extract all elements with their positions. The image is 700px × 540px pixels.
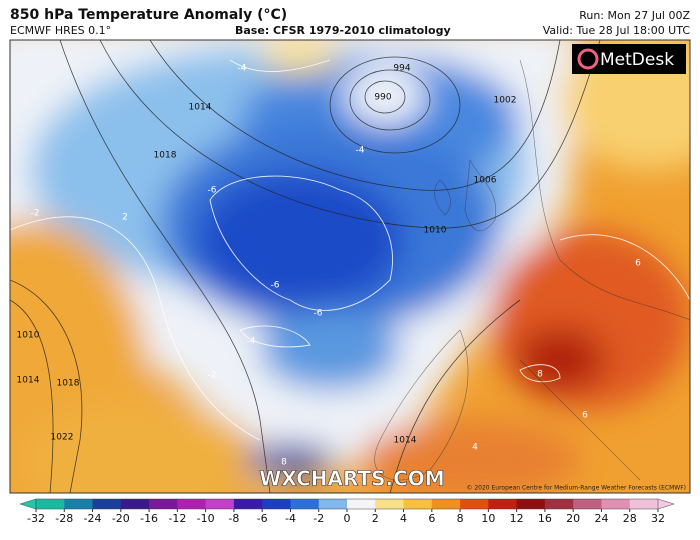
colorbar-tick-label: 8 bbox=[457, 512, 464, 525]
colorbar-segment bbox=[36, 499, 65, 509]
temperature-label: 6 bbox=[635, 259, 641, 269]
colorbar-segment bbox=[347, 499, 376, 509]
isobar-label: 994 bbox=[393, 64, 410, 74]
colorbar-tick-label: 20 bbox=[566, 512, 580, 525]
colorbar-segment bbox=[460, 499, 489, 509]
colorbar-segment bbox=[290, 499, 320, 509]
temperature-label: 2 bbox=[122, 213, 128, 223]
colorbar-tick-label: -20 bbox=[112, 512, 130, 525]
logo-icon bbox=[577, 48, 599, 70]
temperature-label: -2 bbox=[208, 371, 217, 381]
temperature-label: -6 bbox=[314, 309, 323, 319]
colorbar-tick-label: 2 bbox=[372, 512, 379, 525]
chart-title: 850 hPa Temperature Anomaly (°C) bbox=[10, 7, 287, 23]
colorbar-segment bbox=[318, 499, 348, 509]
temperature-label: -6 bbox=[208, 186, 217, 196]
colorbar-tick-label: -12 bbox=[168, 512, 186, 525]
colorbar-segment bbox=[205, 499, 235, 509]
isobar-label: 1006 bbox=[474, 176, 497, 186]
temperature-label: 8 bbox=[537, 370, 543, 380]
temperature-label: -6 bbox=[271, 281, 280, 291]
colorbar-segment bbox=[149, 499, 178, 509]
temperature-label: 6 bbox=[582, 411, 588, 421]
colorbar-tick-label: -8 bbox=[228, 512, 239, 525]
temperature-label: -4 bbox=[356, 146, 365, 156]
map: MetDesk WXCHARTS.COM © 2020 European Cen… bbox=[10, 40, 690, 493]
colorbar-tick-label: 4 bbox=[400, 512, 407, 525]
isobar-label: 1018 bbox=[154, 151, 177, 161]
isobar-label: 1010 bbox=[424, 226, 447, 236]
colorbar-segment bbox=[629, 499, 659, 509]
colorbar-segment bbox=[92, 499, 122, 509]
map-frame bbox=[9, 39, 691, 494]
colorbar-tick-label: 28 bbox=[623, 512, 637, 525]
colorbar-tick-label: -4 bbox=[285, 512, 296, 525]
colorbar-high-end bbox=[657, 498, 675, 510]
colorbar-tick-label: 16 bbox=[538, 512, 552, 525]
copyright: © 2020 European Centre for Medium-Range … bbox=[466, 485, 686, 492]
isobar-label: 990 bbox=[374, 93, 391, 103]
colorbar-low-end bbox=[19, 498, 37, 510]
base-label: Base: CFSR 1979-2010 climatology bbox=[235, 24, 451, 37]
isobar-label: 1022 bbox=[51, 433, 74, 443]
isobar-label: 1014 bbox=[394, 436, 417, 446]
temperature-label: -4 bbox=[238, 64, 247, 74]
colorbar-segment bbox=[64, 499, 94, 509]
model-label: ECMWF HRES 0.1° bbox=[10, 24, 111, 37]
colorbar: -32 -28 -24 -20 -16 -12 -10 -8 -6 -4 -2 0 2 4 6 8 10 12 16… bbox=[19, 498, 675, 525]
colorbar-segment bbox=[544, 499, 574, 509]
isobar-label: 1002 bbox=[494, 96, 517, 106]
colorbar-tick-label: -2 bbox=[313, 512, 324, 525]
temperature-label: 8 bbox=[281, 458, 287, 468]
colorbar-segment bbox=[233, 499, 263, 509]
isobar-label: 1010 bbox=[17, 331, 40, 341]
temperature-label: -2 bbox=[31, 209, 40, 219]
colorbar-segment bbox=[573, 499, 602, 509]
watermark: WXCHARTS.COM bbox=[259, 467, 444, 491]
temperature-label: -4 bbox=[247, 337, 256, 347]
colorbar-segment bbox=[488, 499, 518, 509]
colorbar-segment bbox=[601, 499, 631, 509]
logo-text: MetDesk bbox=[600, 50, 674, 70]
colorbar-tick-label: -32 bbox=[27, 512, 45, 525]
colorbar-segment bbox=[120, 499, 150, 509]
colorbar-tick-label: -6 bbox=[257, 512, 268, 525]
isobar-label: 1014 bbox=[17, 376, 40, 386]
colorbar-tick-label: 12 bbox=[510, 512, 524, 525]
isobar-label: 1014 bbox=[189, 103, 212, 113]
colorbar-tick-label: 6 bbox=[428, 512, 435, 525]
colorbar-tick-label: 32 bbox=[651, 512, 665, 525]
colorbar-tick-label: 24 bbox=[594, 512, 608, 525]
colorbar-tick-label: -16 bbox=[140, 512, 158, 525]
colorbar-tick-label: 10 bbox=[481, 512, 495, 525]
run-label: Run: Mon 27 Jul 00Z bbox=[579, 9, 690, 22]
colorbar-segment bbox=[262, 499, 291, 509]
colorbar-segment bbox=[375, 499, 405, 509]
colorbar-tick-label: -28 bbox=[55, 512, 73, 525]
colorbar-segment bbox=[516, 499, 546, 509]
colorbar-tick-label: -10 bbox=[197, 512, 215, 525]
isobar-label: 1018 bbox=[57, 379, 80, 389]
colorbar-tick-label: 0 bbox=[344, 512, 351, 525]
map-labels: 994 990 1014 1018 1010 1006 1002 1010 1014 1018 10… bbox=[17, 64, 642, 468]
colorbar-tick-label: -24 bbox=[84, 512, 102, 525]
colorbar-segment bbox=[403, 499, 433, 509]
valid-label: Valid: Tue 28 Jul 18:00 UTC bbox=[543, 24, 691, 37]
colorbar-segment bbox=[431, 499, 461, 509]
colorbar-segment bbox=[177, 499, 207, 509]
temperature-label: 4 bbox=[472, 443, 478, 453]
